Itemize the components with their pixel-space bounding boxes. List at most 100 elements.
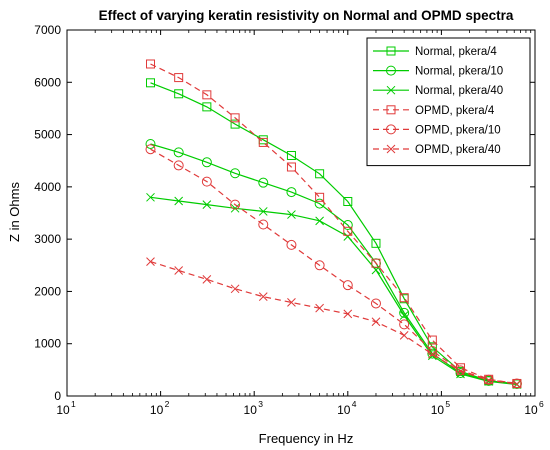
data-point <box>455 367 466 378</box>
data-point <box>258 137 268 147</box>
y-tick-label: 3000 <box>34 232 61 246</box>
legend-item: OPMD, pkera/10 <box>373 124 501 136</box>
legend-label: Normal, pkera/4 <box>415 46 497 58</box>
legend-label: OPMD, pkera/10 <box>415 124 501 136</box>
data-point <box>343 309 353 319</box>
data-point <box>174 89 184 99</box>
data-point <box>202 200 212 209</box>
data-point <box>483 374 494 385</box>
legend-label: Normal, pkera/10 <box>415 66 503 78</box>
legend-item: OPMD, pkera/4 <box>373 105 495 117</box>
legend-box <box>366 37 531 167</box>
data-point <box>202 275 212 284</box>
data-point <box>286 162 296 172</box>
data-point <box>286 187 297 198</box>
data-point <box>484 375 494 385</box>
data-point <box>287 210 296 219</box>
data-point <box>399 307 410 318</box>
data-point <box>427 349 437 359</box>
data-point <box>173 147 184 158</box>
data-point <box>371 258 381 268</box>
x-tick-exponent: 5 <box>445 399 450 409</box>
legend-marker <box>386 85 396 95</box>
data-point <box>258 292 268 302</box>
data-point <box>258 207 268 216</box>
legend-label: Normal, pkera/40 <box>415 85 503 97</box>
y-tick-label: 1000 <box>34 337 61 351</box>
x-tick-label: 10 <box>337 403 351 417</box>
x-tick-label: 10 <box>56 403 70 417</box>
data-point <box>315 169 325 179</box>
data-point <box>343 226 353 236</box>
data-point <box>230 119 240 129</box>
x-tick-exponent: 4 <box>352 399 357 409</box>
data-point <box>399 293 409 303</box>
data-point <box>258 219 269 230</box>
data-point <box>315 216 324 226</box>
data-point <box>173 160 184 171</box>
axis-ticks: 10 1 10 2 10 3 10 4 10 5 10 60100020003000400050006… <box>34 23 544 417</box>
data-point <box>314 260 325 271</box>
legend-marker <box>386 105 396 115</box>
data-point <box>287 298 296 307</box>
data-point <box>315 303 324 313</box>
data-point <box>286 150 296 160</box>
data-point <box>201 157 212 168</box>
data-point <box>399 319 410 330</box>
data-point <box>399 330 409 340</box>
series-line <box>150 148 517 385</box>
x-tick-label: 10 <box>244 403 258 417</box>
data-point <box>230 203 240 213</box>
x-tick-exponent: 6 <box>539 399 544 409</box>
data-point <box>202 102 212 112</box>
legend-label: OPMD, pkera/4 <box>415 105 495 117</box>
data-point <box>455 365 466 376</box>
data-point <box>146 192 155 202</box>
data-point <box>230 284 240 294</box>
x-tick-exponent: 2 <box>165 399 170 409</box>
x-tick-label: 10 <box>150 403 164 417</box>
legend-item: Normal, pkera/40 <box>373 85 503 97</box>
data-point <box>230 113 240 123</box>
data-point <box>230 168 241 179</box>
data-point <box>146 59 156 69</box>
legend-marker <box>386 144 396 154</box>
data-point <box>286 239 297 250</box>
data-point <box>370 298 381 309</box>
legend-item: Normal, pkera/4 <box>373 46 497 58</box>
series-5 <box>145 144 522 389</box>
series-6 <box>146 257 522 389</box>
legend-label: OPMD, pkera/40 <box>415 144 501 156</box>
x-tick-label: 10 <box>431 403 445 417</box>
data-point <box>146 78 156 88</box>
data-point <box>315 192 325 202</box>
data-point <box>343 196 353 206</box>
x-tick-exponent: 3 <box>258 399 263 409</box>
data-point <box>174 266 184 275</box>
data-point <box>484 377 494 386</box>
x-tick-label: 10 <box>524 403 538 417</box>
data-point <box>174 73 184 83</box>
y-tick-label: 6000 <box>34 75 61 89</box>
series-line <box>150 82 517 385</box>
data-point <box>258 177 269 188</box>
data-point <box>371 238 381 248</box>
data-point <box>201 176 212 187</box>
y-tick-label: 2000 <box>34 284 61 298</box>
data-point <box>427 335 437 345</box>
x-tick-exponent: 1 <box>71 399 76 409</box>
series-line <box>150 63 517 385</box>
series-line <box>150 261 517 385</box>
legend: Normal, pkera/4 Normal, pkera/10 Normal, p… <box>366 37 531 167</box>
y-tick-label: 5000 <box>34 128 61 142</box>
data-point <box>342 280 353 291</box>
y-tick-label: 0 <box>54 389 61 403</box>
data-point <box>230 199 241 210</box>
data-point <box>371 317 381 327</box>
y-tick-label: 7000 <box>34 23 61 37</box>
legend-marker <box>386 124 396 135</box>
legend-marker <box>386 46 396 56</box>
data-point <box>174 196 184 206</box>
data-point <box>512 379 522 389</box>
